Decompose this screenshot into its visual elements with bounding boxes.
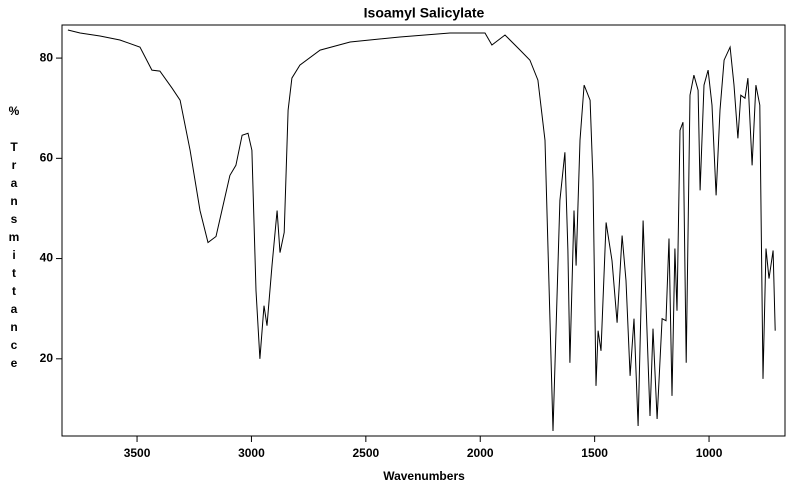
y-tick-label: 40 (40, 251, 54, 265)
x-tick-label: 2000 (467, 446, 494, 460)
y-axis-label: % Transmittance (7, 104, 21, 374)
y-tick-label: 20 (40, 351, 54, 365)
plot-frame (61, 24, 786, 437)
x-tick-label: 3500 (124, 446, 151, 460)
chart-title: Isoamyl Salicylate (364, 5, 485, 21)
spectrum-line (67, 29, 776, 432)
x-axis-label: Wavenumbers (383, 469, 465, 483)
x-tick-label: 2500 (352, 446, 379, 460)
y-tick-label: 60 (40, 150, 54, 164)
x-tick-label: 3000 (238, 446, 265, 460)
x-tick-label: 1000 (696, 446, 723, 460)
x-tick-label: 1500 (581, 446, 608, 460)
y-tick-label: 80 (40, 50, 54, 64)
